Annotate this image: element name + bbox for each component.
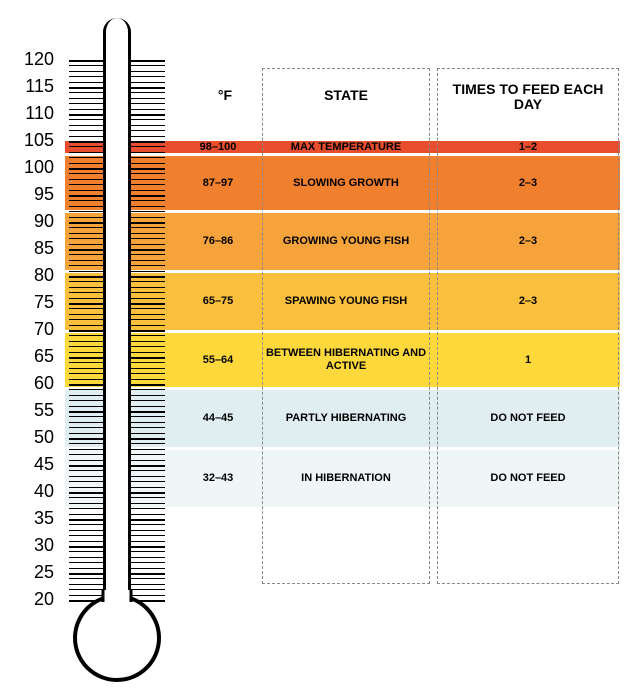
scale-label: 105: [14, 130, 54, 151]
scale-label: 100: [14, 157, 54, 178]
row-f: 44–45: [178, 390, 258, 447]
scale-label: 25: [14, 562, 54, 583]
row-state: SPAWING YOUNG FISH: [262, 273, 430, 330]
row-feed: 2–3: [437, 213, 619, 270]
row-feed: 2–3: [437, 156, 619, 210]
chart-root: °F STATE TIMES TO FEED EACH DAY 98–100 MA…: [0, 0, 632, 698]
scale-label: 35: [14, 508, 54, 529]
header-state: STATE: [262, 88, 430, 103]
row-f: 98–100: [178, 141, 258, 153]
row-state: MAX TEMPERATURE: [262, 141, 430, 153]
scale-label: 20: [14, 589, 54, 610]
row-state: SLOWING GROWTH: [262, 156, 430, 210]
row-feed: DO NOT FEED: [437, 390, 619, 447]
row-feed: 2–3: [437, 273, 619, 330]
scale-label: 120: [14, 49, 54, 70]
thermometer-icon: [54, 10, 184, 690]
scale-label: 110: [14, 103, 54, 124]
row-f: 65–75: [178, 273, 258, 330]
header-f: °F: [200, 88, 250, 103]
row-f: 55–64: [178, 333, 258, 387]
row-state: GROWING YOUNG FISH: [262, 213, 430, 270]
row-f: 32–43: [178, 450, 258, 507]
scale-label: 40: [14, 481, 54, 502]
header-feed: TIMES TO FEED EACH DAY: [437, 82, 619, 113]
scale-label: 95: [14, 184, 54, 205]
row-feed: 1: [437, 333, 619, 387]
row-f: 76–86: [178, 213, 258, 270]
scale-label: 45: [14, 454, 54, 475]
row-state: PARTLY HIBERNATING: [262, 390, 430, 447]
scale-label: 115: [14, 76, 54, 97]
scale-label: 50: [14, 427, 54, 448]
scale-label: 70: [14, 319, 54, 340]
scale-label: 30: [14, 535, 54, 556]
scale-label: 60: [14, 373, 54, 394]
scale-label: 85: [14, 238, 54, 259]
scale-label: 75: [14, 292, 54, 313]
row-f: 87–97: [178, 156, 258, 210]
scale-label: 55: [14, 400, 54, 421]
row-feed: DO NOT FEED: [437, 450, 619, 507]
row-feed: 1–2: [437, 141, 619, 153]
scale-label: 65: [14, 346, 54, 367]
scale-label: 80: [14, 265, 54, 286]
row-state: IN HIBERNATION: [262, 450, 430, 507]
scale-label: 90: [14, 211, 54, 232]
row-state: BETWEEN HIBERNATING AND ACTIVE: [262, 333, 430, 387]
